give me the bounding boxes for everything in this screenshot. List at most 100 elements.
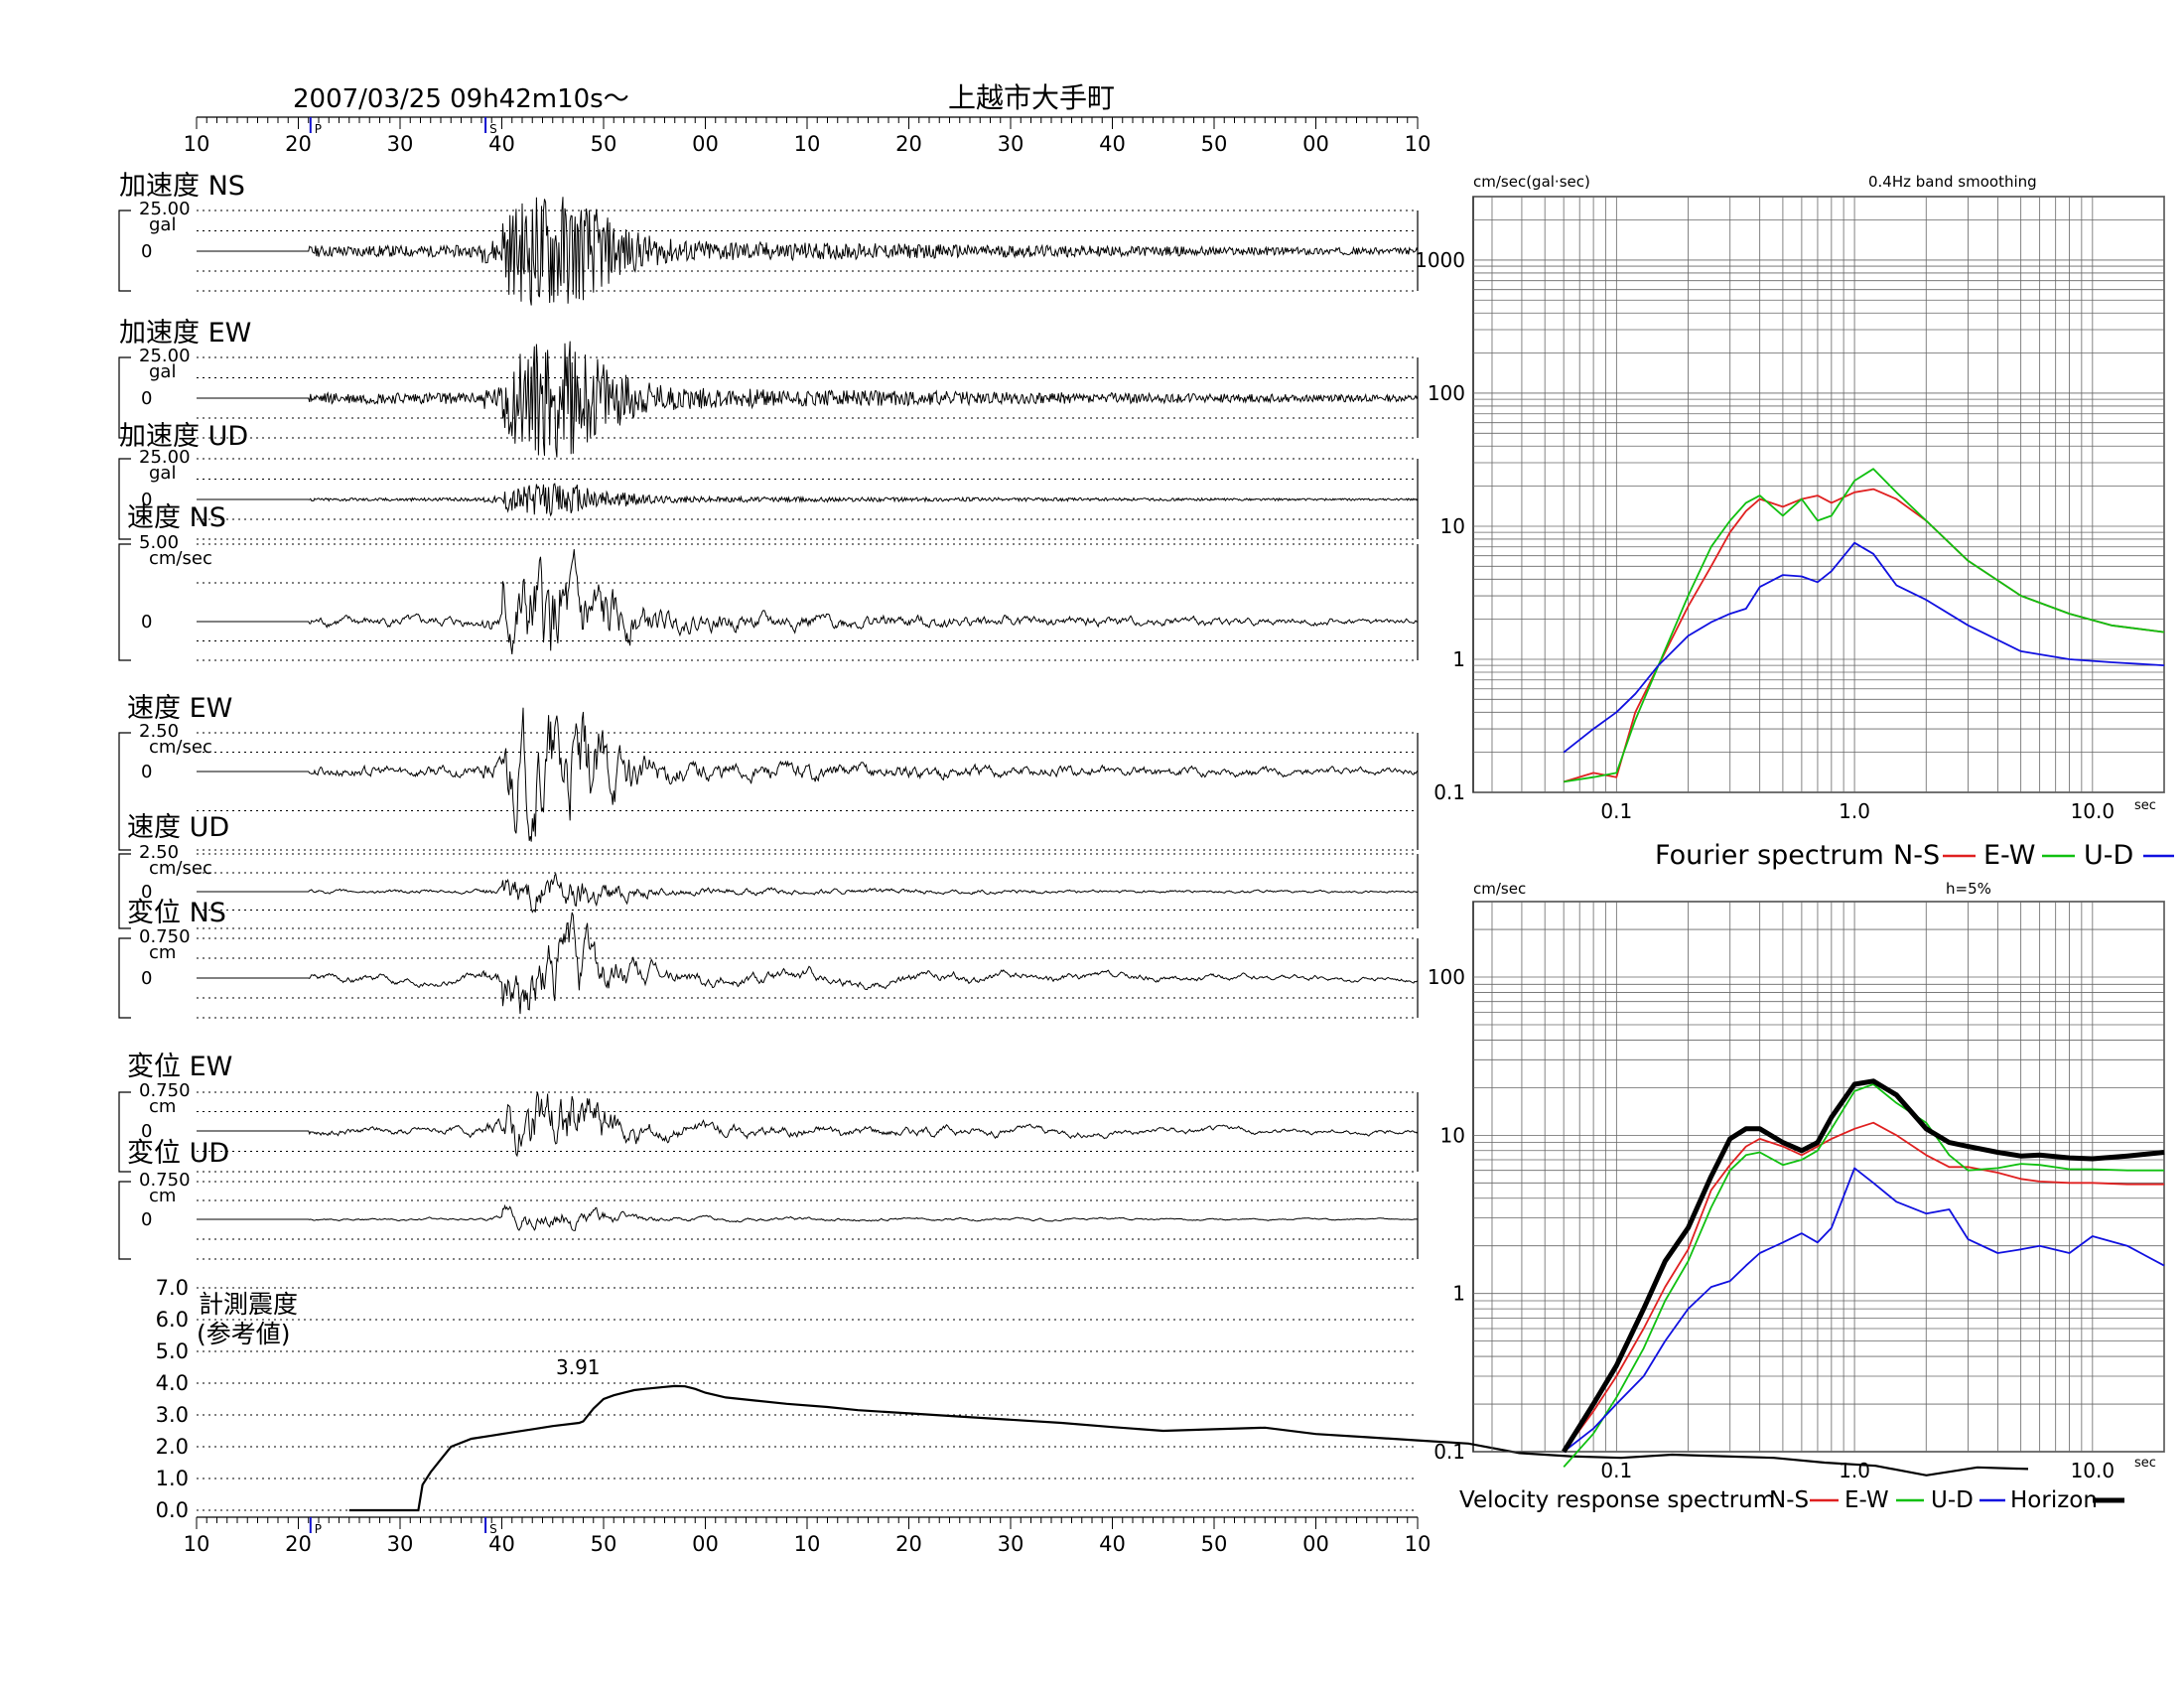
waveform-scale: 25.00 [139,199,191,219]
bottom-axis-tick-label: 10 [794,1532,821,1556]
waveform-title: 変位 NS [127,898,226,928]
waveform-zero: 0 [141,968,152,989]
waveform-zero: 0 [141,1209,152,1230]
fourier-legend-ud: U-D [2084,840,2133,871]
intensity-ytick-label: 5.0 [156,1339,189,1363]
waveform-zero: 0 [141,388,152,409]
waveform-zero: 0 [141,490,152,510]
spectrum-series-ew [1564,468,2165,783]
intensity-ytick-label: 4.0 [156,1371,189,1395]
bottom-axis-tick-label: 30 [998,1532,1024,1556]
waveform-title: 速度 EW [127,693,232,724]
response-legend-ew: E-W [1844,1487,1889,1513]
top-axis-tick-label: 20 [285,132,312,156]
waveform-trace [197,341,1419,458]
bottom-axis-tick-label: 20 [285,1532,312,1556]
top-axis-tick-label: 00 [692,132,719,156]
bottom-axis-tick-label: 50 [1201,1532,1228,1556]
record-datetime: 2007/03/25 09h42m10s〜 [293,84,629,114]
bottom-axis-tick-label: 10 [1405,1532,1432,1556]
waveform-frame [118,543,131,661]
waveform-trace [197,549,1419,654]
intensity-ytick-label: 6.0 [156,1308,189,1332]
waveform-unit: cm/sec [149,858,212,879]
top-axis-tick-label: 30 [387,132,414,156]
waveform-zero: 0 [141,762,152,782]
p-arrival-label: P [315,1522,322,1536]
spectrum-series-ew [1563,1083,2164,1468]
top-axis-tick-label: 10 [1405,132,1432,156]
spectrum-ytick-label: 100 [1428,381,1465,405]
waveform-scale: 0.750 [139,1080,191,1101]
intensity-ytick-label: 2.0 [156,1435,189,1459]
spectrum-series-horizon [1562,1078,2165,1454]
waveform-trace [197,1203,1419,1231]
waveform-unit: gal [149,463,176,484]
spectrum-ytick-label: 0.1 [1433,1440,1465,1464]
waveform-scale: 0.750 [139,1170,191,1191]
time-axis-top: 10 20 30 40 50 00 10 20 30 40 50 00 10 P S [184,116,1432,156]
waveform-zero: 0 [141,882,152,903]
response-legend-ns: N-S [1769,1487,1809,1513]
waveform-zero: 0 [141,241,152,262]
top-axis-tick-label: 10 [184,132,210,156]
waveform-zero: 0 [141,612,152,633]
bottom-axis-tick-label: 50 [591,1532,617,1556]
spectrum-ytick-label: 1 [1452,1282,1465,1306]
top-axis-tick-label: 50 [1201,132,1228,156]
top-axis-tick-label: 30 [998,132,1024,156]
spectrum-ytick-label: 10 [1440,1123,1465,1147]
intensity-ytick-label: 1.0 [156,1467,189,1490]
waveform-title: 速度 NS [127,502,226,533]
top-axis-tick-label: 00 [1302,132,1329,156]
bottom-axis-tick-label: 40 [488,1532,515,1556]
spectrum-ytick-label: 10 [1440,514,1465,538]
station-name: 上越市大手町 [948,81,1115,114]
bottom-axis-tick-label: 00 [1302,1532,1329,1556]
waveform-unit: gal [149,214,176,235]
bottom-axis-tick-label: 20 [895,1532,922,1556]
fourier-note: 0.4Hz band smoothing [1868,173,2037,191]
intensity-subtitle: (参考値) [197,1320,291,1348]
spectrum-series-ns [1563,488,2165,783]
waveform-trace [197,872,1418,914]
waveform-frame [118,937,131,1019]
top-axis-tick-label: 20 [895,132,922,156]
spectrum-ytick-label: 100 [1428,965,1465,989]
spectrum-series-ud [1563,1167,2165,1453]
intensity-title: 計測震度 [199,1290,298,1319]
time-axis-bottom: 10 20 30 40 50 00 10 20 30 40 50 00 10 P S [184,1516,1432,1556]
waveform-frame [118,458,131,540]
waveform-scale: 2.50 [139,842,179,863]
waveform-title: 変位 UD [127,1138,229,1169]
intensity-ytick-label: 7.0 [156,1276,189,1300]
waveform-title: 加速度 UD [119,421,248,452]
velocity-response-spectrum-chart: cm/sec h=5% sec Velocity response spectr… [1428,880,2165,1513]
spectrum-xtick-label: 0.1 [1600,1459,1632,1482]
intensity-trace [348,1384,2029,1512]
spectrum-ytick-label: 1 [1452,647,1465,671]
waveform-frame [118,1091,131,1173]
waveform-title: 加速度 NS [119,171,245,202]
p-arrival-label: P [315,122,322,136]
intensity-ytick-label: 3.0 [156,1403,189,1427]
top-axis-tick-label: 40 [1099,132,1126,156]
spectrum-xtick-label: 10.0 [2071,799,2116,823]
fourier-spectrum-chart: cm/sec(gal·sec) 0.4Hz band smoothing sec… [1415,173,2174,871]
waveform-scale: 25.00 [139,346,191,366]
waveform-frame [118,210,131,292]
waveform-scale: 25.00 [139,447,191,468]
waveform-trace [197,707,1419,842]
fourier-legend-title: Fourier spectrum [1655,840,1884,871]
waveform-unit: cm [149,942,176,963]
waveform-frame [118,356,131,439]
waveform-trace [197,483,1419,517]
spectrum-series-ud [1563,541,2165,754]
